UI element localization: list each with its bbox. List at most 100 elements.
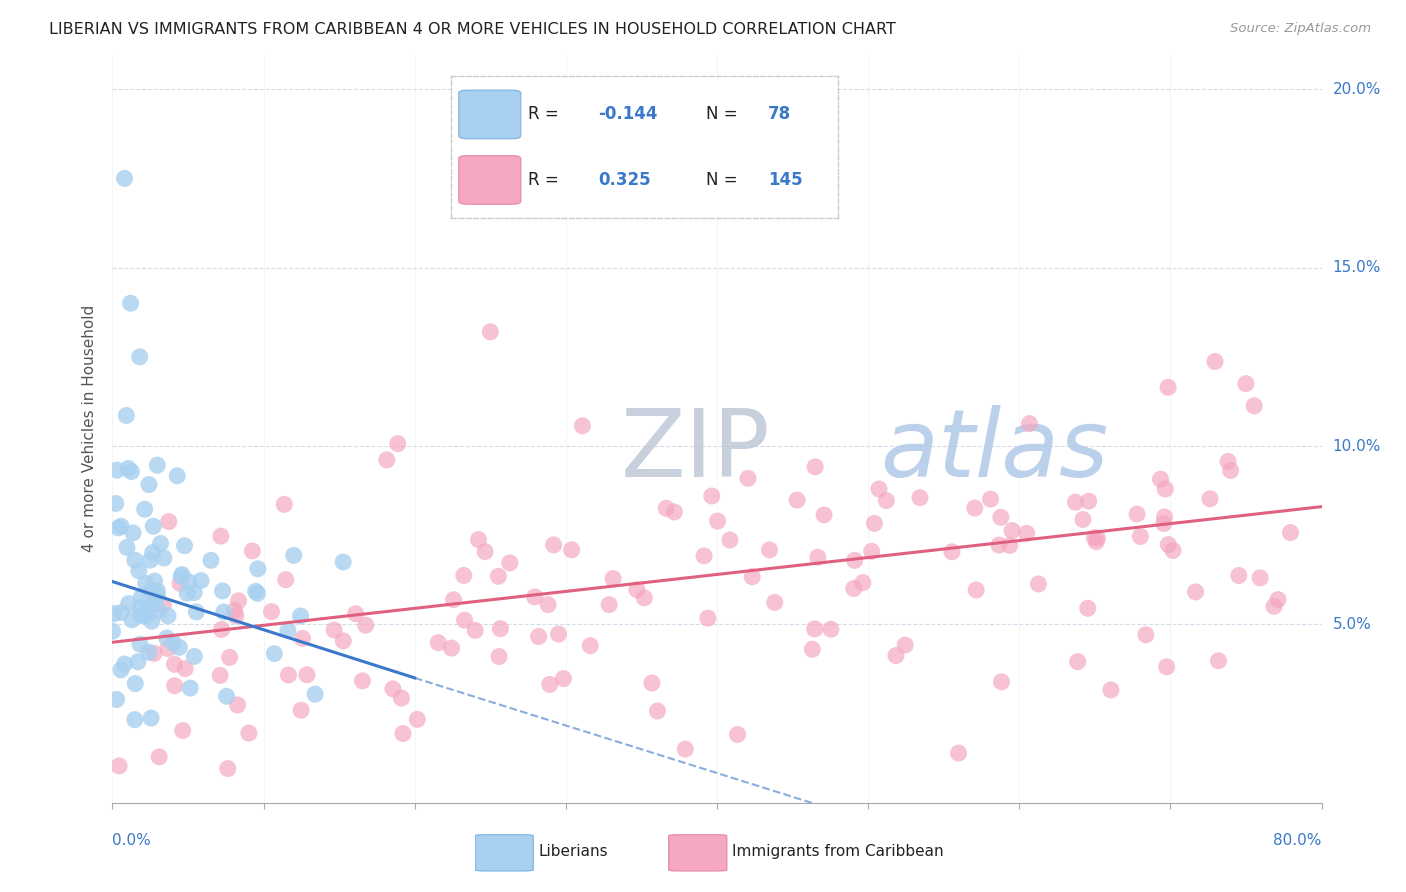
Point [105, 692, 128, 706]
Point [647, 704, 669, 718]
Point [908, 491, 931, 505]
Point [104, 496, 127, 510]
Point [1077, 601, 1099, 615]
Point [641, 676, 664, 690]
Point [990, 674, 1012, 689]
Point [149, 536, 172, 550]
Point [741, 570, 763, 584]
Point [142, 545, 165, 559]
Point [1216, 454, 1239, 468]
Point [842, 582, 865, 596]
Point [143, 574, 166, 588]
Point [1087, 531, 1109, 545]
Text: LIBERIAN VS IMMIGRANTS FROM CARIBBEAN 4 OR MORE VEHICLES IN HOUSEHOLD CORRELATIO: LIBERIAN VS IMMIGRANTS FROM CARIBBEAN 4 … [49, 22, 896, 37]
Point [571, 418, 593, 433]
Point [260, 605, 283, 619]
Point [664, 505, 686, 519]
Point [135, 608, 157, 623]
Point [295, 668, 318, 682]
Point [212, 605, 235, 619]
Point [148, 749, 170, 764]
Text: 0.0%: 0.0% [112, 833, 152, 848]
Point [803, 622, 825, 636]
Point [228, 594, 250, 608]
Point [1156, 660, 1178, 674]
Point [176, 586, 198, 600]
Point [169, 640, 191, 655]
Point [174, 662, 197, 676]
Point [537, 598, 560, 612]
Point [965, 582, 987, 597]
Point [696, 611, 718, 625]
Point [115, 409, 138, 423]
Point [190, 574, 212, 588]
Point [1067, 655, 1090, 669]
Point [547, 627, 569, 641]
Point [148, 604, 170, 618]
Point [163, 679, 186, 693]
Point [146, 458, 169, 473]
Point [156, 608, 179, 623]
Point [1243, 399, 1265, 413]
Point [183, 649, 205, 664]
Text: 10.0%: 10.0% [1333, 439, 1381, 453]
Point [169, 576, 191, 591]
Point [273, 497, 295, 511]
Point [673, 742, 696, 756]
Point [134, 502, 156, 516]
Point [245, 584, 267, 599]
Point [209, 668, 232, 682]
Point [128, 564, 150, 578]
Point [146, 588, 169, 602]
Point [538, 677, 561, 691]
Point [392, 726, 415, 740]
Point [998, 539, 1021, 553]
Point [381, 681, 404, 696]
Point [706, 514, 728, 528]
Point [626, 582, 648, 597]
Point [488, 649, 510, 664]
Point [110, 606, 132, 620]
Point [114, 171, 136, 186]
Point [211, 583, 233, 598]
Point [1279, 525, 1302, 540]
Point [941, 545, 963, 559]
Point [486, 569, 509, 583]
Point [134, 606, 156, 620]
Point [291, 632, 314, 646]
Point [120, 465, 142, 479]
Point [700, 489, 723, 503]
Point [139, 711, 162, 725]
Point [246, 586, 269, 600]
Point [143, 597, 166, 611]
Point [135, 576, 157, 591]
Point [120, 296, 142, 310]
Point [170, 567, 193, 582]
Point [162, 636, 184, 650]
Point [467, 533, 489, 547]
Point [561, 542, 583, 557]
Point [633, 591, 655, 605]
Point [1227, 568, 1250, 582]
Point [763, 595, 786, 609]
Point [146, 583, 169, 598]
Point [693, 549, 716, 563]
Point [1064, 495, 1087, 509]
Point [323, 623, 346, 637]
Point [263, 647, 285, 661]
Point [114, 657, 136, 671]
Point [283, 549, 305, 563]
Point [103, 607, 125, 621]
Point [211, 623, 233, 637]
Point [474, 544, 496, 558]
Point [217, 762, 239, 776]
Point [122, 525, 145, 540]
Point [948, 746, 970, 760]
Point [127, 655, 149, 669]
Point [1018, 417, 1040, 431]
Point [304, 687, 326, 701]
Point [860, 544, 883, 558]
Point [139, 553, 162, 567]
Point [1077, 494, 1099, 508]
Point [489, 622, 512, 636]
